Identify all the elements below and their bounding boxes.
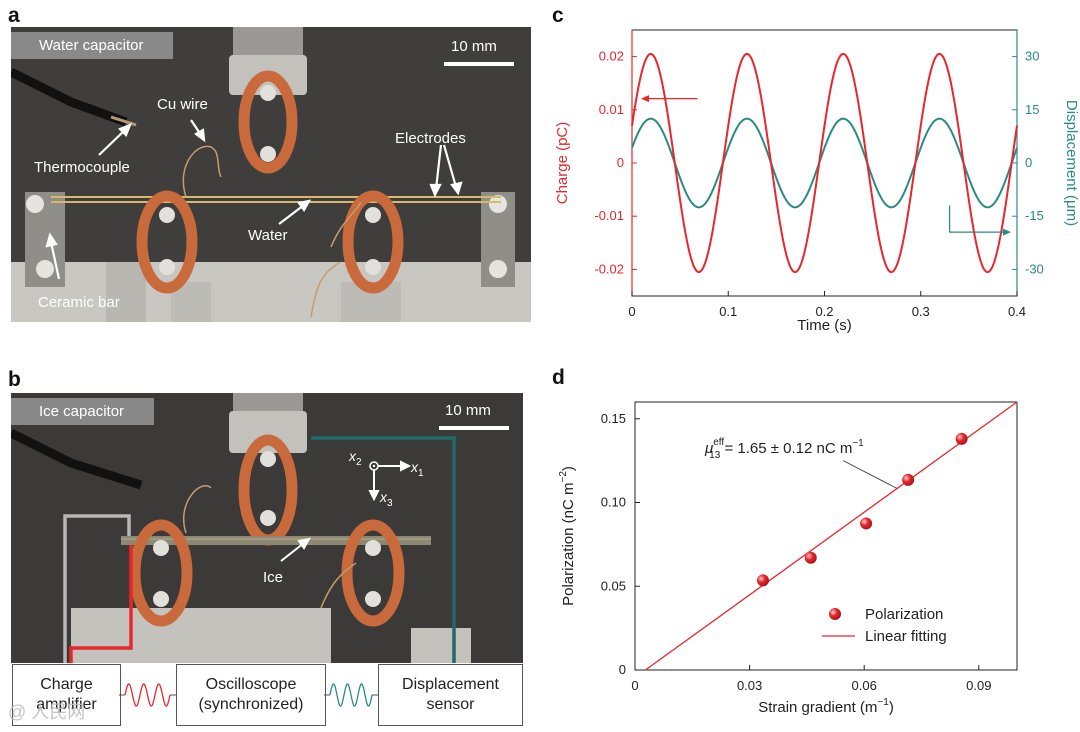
displacement-sensor-line1: Displacement <box>402 676 499 693</box>
legend-label-polarization: Polarization <box>865 606 943 623</box>
y-tick-label: 0.10 <box>601 495 626 510</box>
label-cu-wire: Cu wire <box>157 96 208 113</box>
displacement-axis-pointer <box>949 205 1005 233</box>
y-tick-label: 0.15 <box>601 411 626 426</box>
y-right-axis-label: Displacement (μm) <box>1063 100 1080 226</box>
y-tick-label: 0 <box>619 662 626 677</box>
displacement-signal-wave-icon <box>324 683 378 707</box>
charge-amplifier-box: Charge amplifier <box>12 664 121 726</box>
watermark: @ 人民网 <box>8 702 86 722</box>
scalebar-label-a: 10 mm <box>451 38 497 55</box>
linear-fit-line <box>645 401 1018 671</box>
data-point <box>902 473 915 486</box>
label-water: Water <box>248 227 288 244</box>
axis-x3-label: x3 <box>380 489 393 509</box>
data-point <box>804 551 817 564</box>
oscilloscope-line2: (synchronized) <box>198 696 304 713</box>
label-ice: Ice <box>263 569 284 586</box>
y-left-tick-label: 0.01 <box>599 102 624 117</box>
annotation-leader-line <box>842 460 897 489</box>
y-tick-label: 0.05 <box>601 578 626 593</box>
displacement-axis-arrowhead <box>1003 228 1011 236</box>
y-right-tick-label: -30 <box>1025 261 1044 276</box>
data-point <box>860 517 873 530</box>
label-electrodes: Electrodes <box>395 130 466 147</box>
x-tick-label: 0.4 <box>1008 304 1026 319</box>
charge-series-line <box>631 52 1018 274</box>
x-tick-label: 0.06 <box>852 678 877 693</box>
axis-x1-label: x1 <box>411 459 424 479</box>
legend-marker-polarization <box>829 608 841 620</box>
charge-displacement-chart: 0 0.1 0.2 0.3 0.4 0.02 0.01 0 -0.01 -0.02 30 15 0 -15… <box>554 29 1080 334</box>
x-tick-label: 0.09 <box>966 678 991 693</box>
y-left-axis-label: Charge (pC) <box>554 122 571 205</box>
y-right-tick-label: 0 <box>1025 155 1032 170</box>
displacement-sensor-box: Displacement sensor <box>378 664 523 726</box>
axis-x2-label: x2 <box>349 448 362 468</box>
y-right-tick-label: -15 <box>1025 208 1044 223</box>
plot-frame <box>634 401 1018 671</box>
fit-annotation: μeff 13 = 1.65 ± 0.12 nC m−1 <box>704 437 864 461</box>
scalebar-label-b: 10 mm <box>445 402 491 419</box>
label-thermocouple: Thermocouple <box>34 159 130 176</box>
ice-capacitor-title: Ice capacitor <box>11 398 155 425</box>
y-left-tick-label: -0.02 <box>594 261 624 276</box>
x-axis-label: Time (s) <box>797 317 851 334</box>
x-tick-label: 0.2 <box>815 304 833 319</box>
oscilloscope-box: Oscilloscope (synchronized) <box>176 664 326 726</box>
water-capacitor-photo: Water capacitor 10 mm Cu wire Thermocoup… <box>11 27 531 322</box>
panel-letter-a: a <box>8 4 20 27</box>
panel-letter-d: d <box>552 366 565 389</box>
x-axis-label: Strain gradient (m−1) <box>758 697 894 716</box>
polarization-strain-chart: 0 0.03 0.06 0.09 0 0.05 0.10 0.15 μeff 13 = 1.65 … <box>558 401 1018 716</box>
y-right-tick-label: 15 <box>1025 102 1039 117</box>
data-point <box>756 574 769 587</box>
water-capacitor-title: Water capacitor <box>11 32 174 59</box>
displacement-sensor-line2: sensor <box>426 696 475 713</box>
charge-signal-wave-icon <box>119 683 176 707</box>
ice-capacitor-photo: Ice capacitor 10 mm Ice x2 x1 x3 <box>11 393 523 663</box>
legend-label-fit: Linear fitting <box>865 628 947 645</box>
x-tick-label: 0 <box>631 678 638 693</box>
y-left-tick-label: 0 <box>617 155 624 170</box>
label-ceramic-bar: Ceramic bar <box>38 294 120 311</box>
data-point <box>955 432 968 445</box>
y-left-tick-label: -0.01 <box>594 208 624 223</box>
x-tick-label: 0.3 <box>912 304 930 319</box>
panel-letter-b: b <box>8 368 21 391</box>
panel-letter-c: c <box>552 4 564 27</box>
oscilloscope-line1: Oscilloscope <box>205 676 297 693</box>
x-tick-label: 0 <box>628 304 635 319</box>
charge-amplifier-line2: amplifier <box>36 696 97 713</box>
x-tick-label: 0.1 <box>719 304 737 319</box>
x-tick-label: 0.03 <box>737 678 762 693</box>
charge-amplifier-line1: Charge <box>40 676 93 693</box>
charge-axis-arrowhead <box>641 95 649 103</box>
y-axis-label: Polarization (nC m−2) <box>558 466 577 606</box>
y-right-tick-label: 30 <box>1025 49 1039 64</box>
displacement-series-line <box>631 117 1018 209</box>
y-left-tick-label: 0.02 <box>599 49 624 64</box>
